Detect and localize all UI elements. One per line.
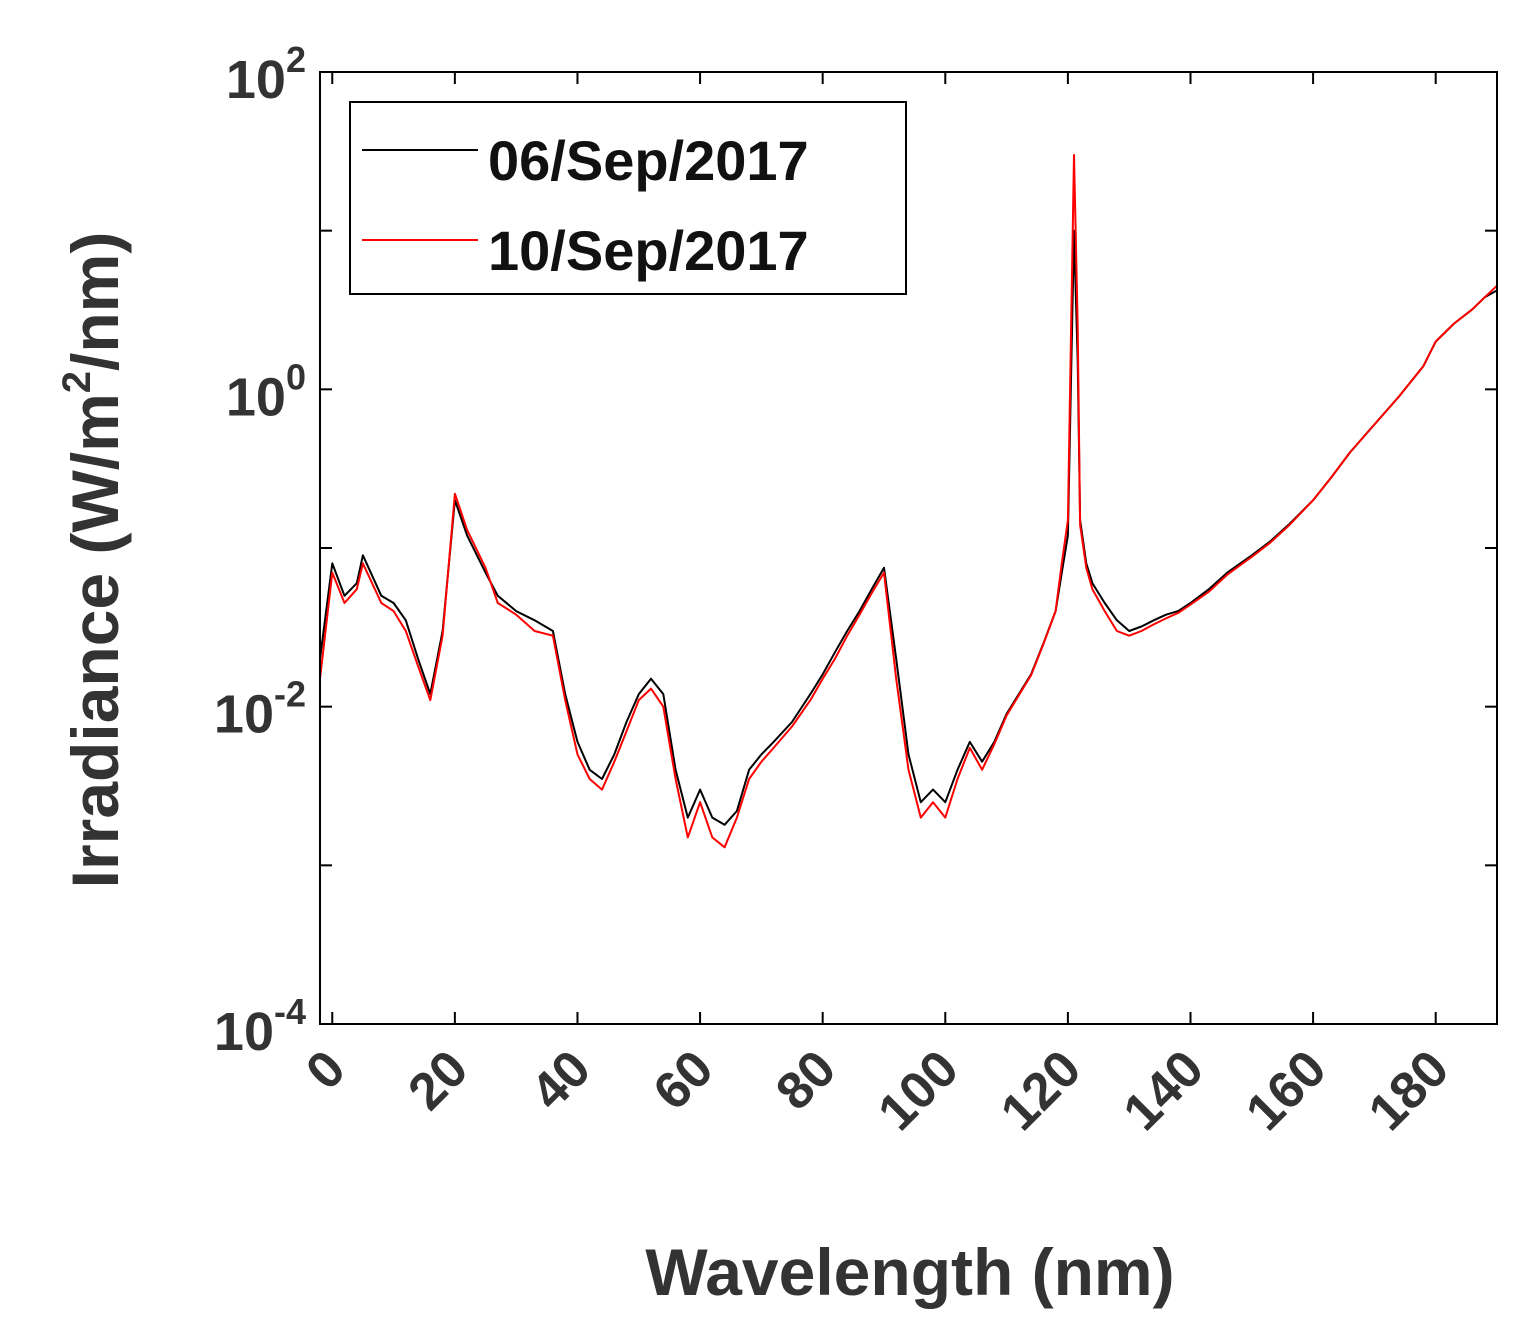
series-line-2 (319, 154, 1498, 849)
y-tick-label-exponent: 2 (286, 39, 306, 80)
legend-label-series-2: 10/Sep/2017 (488, 219, 809, 282)
axis-ticks (320, 71, 1497, 1025)
y-axis-title-superscript: 2 (55, 371, 99, 393)
axes-frame (319, 71, 1498, 1025)
x-tick-label: 140 (1113, 1039, 1215, 1141)
x-tick-labels: 0 20 40 60 80 100 120 140 160 180 (295, 1039, 1460, 1141)
series-line-1 (319, 229, 1498, 826)
y-tick-label-exponent: -4 (274, 991, 306, 1032)
y-tick-label-exponent: -2 (274, 674, 306, 715)
y-tick-label-base: 10 (214, 1002, 274, 1062)
x-tick-label: 100 (867, 1039, 969, 1141)
x-axis-title: Wavelength (nm) (645, 1235, 1174, 1309)
x-tick-label: 160 (1235, 1039, 1337, 1141)
y-tick-label: 10-2 (214, 674, 306, 745)
y-tick-label: 10-4 (214, 991, 306, 1062)
y-tick-label-base: 10 (214, 685, 274, 745)
x-tick-label: 20 (397, 1039, 479, 1121)
legend-box (349, 101, 907, 295)
y-axis-title-suffix: /nm) (58, 232, 132, 371)
y-tick-label-base: 10 (226, 367, 286, 427)
x-tick-label: 80 (765, 1039, 847, 1121)
y-tick-label-exponent: 0 (286, 356, 306, 397)
y-axis-title: Irradiance (W/m2/nm) (55, 232, 132, 889)
x-tick-label: 180 (1358, 1039, 1460, 1141)
y-tick-label: 100 (226, 356, 306, 427)
legend: 06/Sep/2017 10/Sep/2017 (349, 101, 907, 295)
y-tick-label-base: 10 (226, 50, 286, 110)
x-tick-label: 60 (643, 1039, 725, 1121)
plot-area (319, 71, 1498, 1025)
series-layer (319, 154, 1498, 849)
x-tick-label: 120 (990, 1039, 1092, 1141)
x-tick-label: 40 (520, 1039, 602, 1121)
x-tick-label: 0 (295, 1039, 356, 1100)
legend-label-series-1: 06/Sep/2017 (488, 129, 809, 192)
y-axis-title-main: Irradiance (W/m (58, 393, 132, 888)
y-tick-label: 102 (226, 39, 306, 110)
